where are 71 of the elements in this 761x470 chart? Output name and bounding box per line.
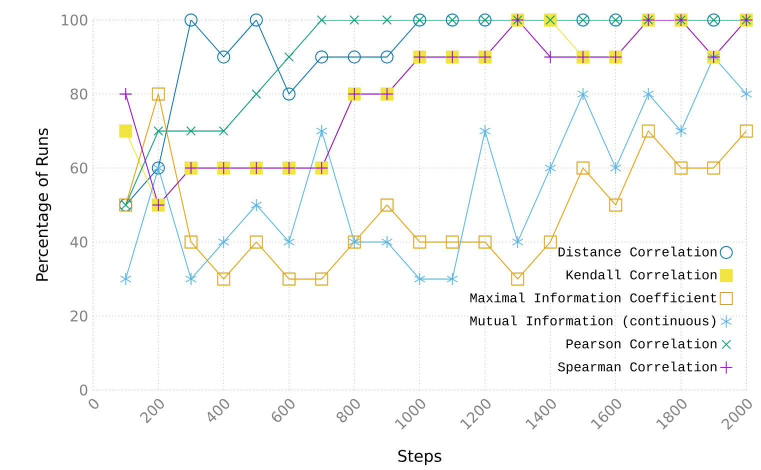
point (120, 272, 132, 286)
point (740, 88, 752, 100)
point (316, 15, 326, 25)
point (186, 126, 196, 136)
x-tick-label: 600 (272, 398, 295, 422)
legend-label: Maximal Information Coefficient (470, 292, 716, 302)
point (154, 126, 164, 136)
point (282, 272, 296, 286)
point (152, 88, 165, 100)
point (740, 124, 753, 138)
point (250, 236, 263, 248)
point (381, 236, 393, 248)
y-tick-label: 40 (70, 236, 88, 248)
point (184, 14, 198, 26)
point (350, 15, 360, 25)
x-tick-label: 400 (208, 398, 230, 422)
point (610, 162, 622, 174)
point (218, 126, 228, 136)
y-tick-label: 60 (70, 162, 88, 174)
point (446, 236, 459, 248)
x-tick-label: 800 (336, 398, 360, 422)
point (544, 236, 557, 248)
point (512, 236, 524, 248)
point (284, 52, 294, 62)
y-tick-label: 80 (70, 88, 88, 100)
y-tick-label: 20 (70, 310, 88, 322)
point (218, 236, 230, 248)
x-tick-label: 200 (140, 398, 164, 424)
x-axis-title: Steps (398, 450, 442, 466)
point (380, 198, 394, 212)
point (119, 124, 132, 138)
point (674, 162, 688, 174)
point (250, 198, 262, 212)
legend-label: Pearson Correlation (566, 338, 716, 348)
point (609, 198, 622, 212)
point (642, 124, 655, 138)
point (315, 50, 328, 64)
point (577, 88, 589, 100)
point (119, 88, 132, 100)
point (413, 236, 426, 248)
point (511, 272, 524, 286)
point (282, 88, 296, 100)
legend-label: Kendall Correlation (566, 270, 716, 280)
point (250, 14, 263, 26)
point (707, 162, 720, 174)
point (316, 124, 328, 138)
point (675, 124, 687, 138)
point (478, 236, 492, 248)
legend-label: Spearman Correlation (558, 362, 716, 374)
point (185, 272, 197, 286)
legend-label: Mutual Information (continuous) (470, 316, 716, 328)
point (544, 162, 556, 174)
point (479, 124, 491, 138)
point (315, 272, 328, 286)
y-axis-title: Percentage of Runs (36, 128, 52, 281)
point (414, 272, 426, 286)
point (382, 15, 392, 25)
point (642, 88, 654, 100)
point (348, 50, 361, 64)
point (380, 50, 394, 64)
point (446, 272, 458, 286)
point (217, 50, 230, 64)
point (184, 236, 198, 248)
legend-label: Distance Correlation (558, 246, 716, 256)
y-tick-label: 0 (80, 384, 88, 396)
y-tick-label: 100 (62, 14, 88, 26)
point (217, 272, 230, 286)
x-tick-label: 0 (88, 398, 99, 409)
point (576, 162, 590, 174)
point (252, 89, 262, 99)
point (283, 236, 295, 248)
